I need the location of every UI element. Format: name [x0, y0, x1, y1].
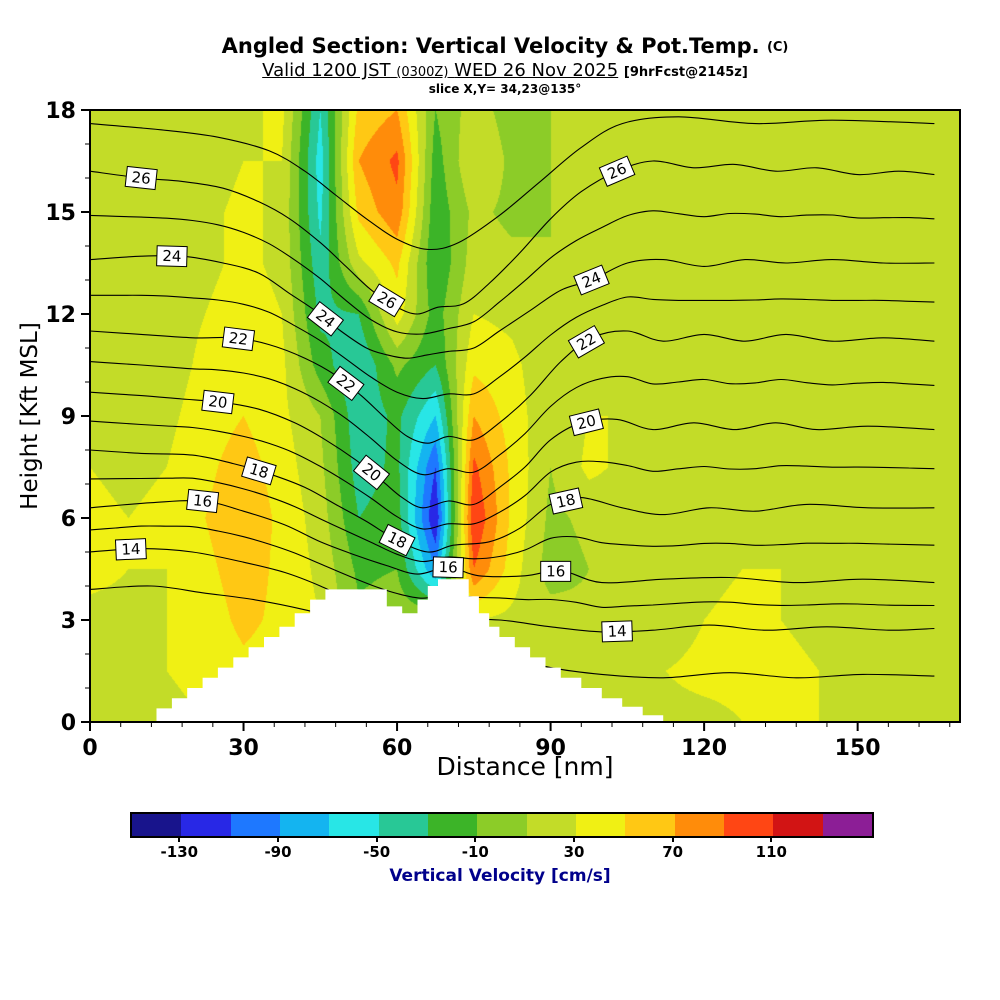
slice-annotation: slice X,Y= 34,23@135°	[428, 82, 582, 96]
valid-time: Valid 1200 JST (0300Z) WED 26 Nov 2025	[262, 60, 618, 81]
chart-title-units: (C)	[766, 40, 789, 55]
valid-prefix: Valid 1200 JST	[262, 60, 391, 81]
colorbar-tick-label: 70	[662, 843, 684, 861]
x-axis-label: Distance [nm]	[436, 752, 614, 781]
colorbar-segment-5	[378, 814, 428, 836]
valid-zulu: (0300Z)	[396, 65, 449, 80]
colorbar-tickmark	[474, 836, 477, 842]
colorbar-tickmark	[573, 836, 575, 842]
colorbar-tick-label: 110	[755, 843, 787, 861]
colorbar-segment-14	[822, 814, 872, 836]
valid-time-line: Valid 1200 JST (0300Z) WED 26 Nov 2025 […	[262, 60, 748, 81]
colorbar-tickmark	[770, 836, 773, 842]
page-title: Angled Section: Vertical Velocity & Pot.…	[222, 34, 789, 58]
x-tick-label: 120	[681, 736, 727, 761]
colorbar-segment-13	[773, 814, 823, 836]
colorbar-tick-label: -50	[363, 843, 391, 861]
y-tick-label: 18	[45, 99, 76, 124]
colorbar-segment-11	[674, 814, 724, 836]
colorbar-tick-label: -90	[264, 843, 292, 861]
x-tick-label: 150	[835, 736, 881, 761]
x-tick-label: 30	[228, 736, 259, 761]
colorbar-segment-12	[723, 814, 774, 836]
velocity-fill-canvas	[90, 110, 960, 722]
x-tick-label: 0	[82, 736, 97, 761]
x-tick-label: 60	[382, 736, 413, 761]
forecast-tag: [9hrFcst@2145z]	[623, 65, 748, 80]
y-tick-label: 9	[61, 405, 76, 430]
colorbar-tick-label: -10	[461, 843, 489, 861]
colorbar-segment-6	[427, 814, 478, 836]
colorbar-tickmark	[375, 836, 378, 842]
colorbar-segment-3	[279, 814, 330, 836]
colorbar-tickmark	[178, 836, 181, 842]
colorbar-tickmark	[277, 836, 279, 842]
y-tick-label: 6	[61, 507, 76, 532]
y-tick-label: 3	[61, 609, 76, 634]
colorbar-tickmark	[671, 836, 674, 842]
colorbar-label: Vertical Velocity [cm/s]	[389, 866, 611, 886]
colorbar-ticks: -130 -90 -50 -10 30 70 110	[130, 836, 870, 870]
colorbar-segment-8	[526, 814, 576, 836]
colorbar-segment-2	[230, 814, 280, 836]
colorbar	[130, 812, 874, 838]
y-axis-label: Height [Kft MSL]	[17, 322, 43, 510]
y-tick-label: 12	[45, 303, 76, 328]
chart-title: Angled Section: Vertical Velocity & Pot.…	[221, 34, 760, 58]
colorbar-segment-10	[625, 814, 675, 836]
colorbar-segment-4	[329, 814, 379, 836]
colorbar-tick-label: -130	[160, 843, 199, 861]
colorbar-segment-1	[181, 814, 231, 836]
y-tick-label: 0	[61, 711, 76, 736]
colorbar-segment-9	[575, 814, 626, 836]
colorbar-segment-7	[477, 814, 527, 836]
colorbar-tick-label: 30	[563, 843, 585, 861]
y-tick-label: 15	[45, 201, 76, 226]
valid-date: WED 26 Nov 2025	[454, 60, 619, 81]
colorbar-segment-0	[132, 814, 182, 836]
